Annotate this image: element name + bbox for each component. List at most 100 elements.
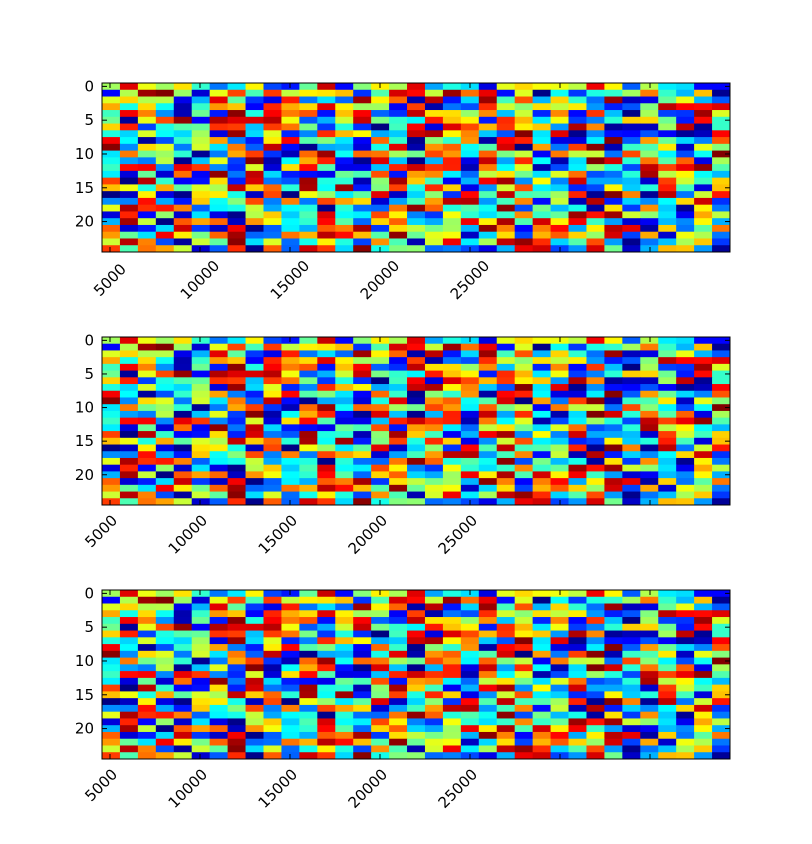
heatmap-cell bbox=[102, 96, 121, 104]
heatmap-cell bbox=[442, 603, 462, 611]
heatmap-cell bbox=[568, 424, 587, 432]
heatmap-cell bbox=[604, 130, 623, 138]
heatmap-cell bbox=[604, 451, 623, 459]
heatmap-cell bbox=[119, 83, 139, 91]
heatmap-cell bbox=[155, 417, 175, 425]
heatmap-cell bbox=[245, 617, 264, 625]
heatmap-cell bbox=[658, 137, 677, 145]
heatmap-cell bbox=[550, 211, 570, 219]
heatmap-cell bbox=[424, 370, 444, 378]
heatmap-cell bbox=[353, 484, 372, 493]
heatmap-cell bbox=[389, 644, 408, 652]
heatmap-cell bbox=[694, 725, 713, 733]
heatmap-cell bbox=[102, 484, 121, 493]
heatmap-cell bbox=[586, 684, 605, 692]
heatmap-cell bbox=[622, 83, 641, 91]
heatmap-cell bbox=[191, 617, 211, 625]
heatmap-cell bbox=[550, 677, 570, 686]
heatmap-cell bbox=[191, 738, 211, 746]
heatmap-cell bbox=[245, 204, 264, 212]
heatmap-cell bbox=[263, 116, 282, 125]
heatmap-cell bbox=[568, 390, 587, 398]
heatmap-cell bbox=[442, 498, 462, 506]
heatmap-cell bbox=[424, 397, 444, 405]
heatmap-cell bbox=[622, 451, 641, 459]
heatmap-cell bbox=[622, 197, 641, 206]
heatmap-cell bbox=[550, 457, 570, 466]
heatmap-cell bbox=[442, 177, 462, 185]
heatmap-cell bbox=[460, 397, 480, 405]
heatmap-cell bbox=[424, 471, 444, 479]
heatmap-cell bbox=[568, 704, 587, 713]
heatmap-cell bbox=[442, 478, 462, 486]
heatmap-cell bbox=[568, 137, 587, 145]
heatmap-cell bbox=[227, 357, 247, 365]
heatmap-cell bbox=[694, 457, 713, 466]
heatmap-cell bbox=[496, 431, 516, 439]
x-tick-label: 5000 bbox=[81, 765, 121, 805]
y-tick-label: 15 bbox=[75, 179, 94, 197]
heatmap-cell bbox=[102, 718, 121, 726]
heatmap-cell bbox=[640, 698, 659, 706]
heatmap-cell bbox=[460, 644, 480, 652]
heatmap-cell bbox=[586, 623, 605, 632]
heatmap-cell bbox=[281, 397, 300, 405]
heatmap-cell bbox=[137, 704, 157, 713]
heatmap-cell bbox=[155, 498, 175, 506]
heatmap-cell bbox=[407, 484, 426, 493]
heatmap-cell bbox=[712, 478, 731, 486]
heatmap-cell bbox=[209, 89, 229, 98]
heatmap-cell bbox=[407, 464, 426, 472]
heatmap-cell bbox=[442, 664, 462, 672]
heatmap-cell bbox=[424, 711, 444, 719]
heatmap-cell bbox=[137, 738, 157, 746]
heatmap-cell bbox=[299, 245, 318, 253]
heatmap-cell bbox=[317, 384, 336, 392]
heatmap-cell bbox=[460, 491, 480, 499]
heatmap-cell bbox=[478, 170, 498, 179]
heatmap-cell bbox=[137, 110, 157, 118]
heatmap-cell bbox=[712, 150, 731, 158]
heatmap-cell bbox=[353, 377, 372, 385]
heatmap-cell bbox=[407, 704, 426, 713]
heatmap-cell bbox=[460, 424, 480, 432]
heatmap-cell bbox=[191, 191, 211, 199]
heatmap-cell bbox=[299, 478, 318, 486]
heatmap-cell bbox=[407, 718, 426, 726]
heatmap-cell bbox=[335, 103, 354, 111]
heatmap-cell bbox=[460, 89, 480, 98]
heatmap-cell bbox=[640, 671, 659, 679]
heatmap-cell bbox=[371, 224, 390, 233]
heatmap-cell bbox=[676, 231, 695, 239]
heatmap-cell bbox=[191, 89, 211, 98]
heatmap-cell bbox=[191, 363, 211, 372]
heatmap-cell bbox=[227, 630, 247, 638]
heatmap-cell bbox=[676, 350, 695, 358]
heatmap-cell bbox=[658, 191, 677, 199]
heatmap-cell bbox=[263, 164, 282, 172]
heatmap-cell bbox=[119, 137, 139, 145]
heatmap-cell bbox=[407, 218, 426, 226]
heatmap-cell bbox=[155, 738, 175, 746]
heatmap-cell bbox=[622, 644, 641, 652]
heatmap-cell bbox=[442, 238, 462, 246]
heatmap-cell bbox=[442, 630, 462, 638]
heatmap-cell bbox=[245, 664, 264, 672]
heatmap-cell bbox=[622, 164, 641, 172]
heatmap-cell bbox=[442, 691, 462, 699]
heatmap-cell bbox=[604, 357, 623, 365]
heatmap-cell bbox=[299, 451, 318, 459]
heatmap-cell bbox=[694, 397, 713, 405]
heatmap-cell bbox=[407, 630, 426, 638]
heatmap-cell bbox=[550, 137, 570, 145]
heatmap-cell bbox=[119, 752, 139, 760]
heatmap-cell bbox=[442, 224, 462, 233]
heatmap-cell bbox=[586, 238, 605, 246]
heatmap-cell bbox=[676, 204, 695, 212]
heatmap-cell bbox=[281, 184, 300, 192]
heatmap-cell bbox=[532, 197, 552, 206]
heatmap-cell bbox=[335, 617, 354, 625]
heatmap-cell bbox=[442, 745, 462, 753]
heatmap-cell bbox=[209, 83, 229, 91]
heatmap-cell bbox=[299, 89, 318, 98]
